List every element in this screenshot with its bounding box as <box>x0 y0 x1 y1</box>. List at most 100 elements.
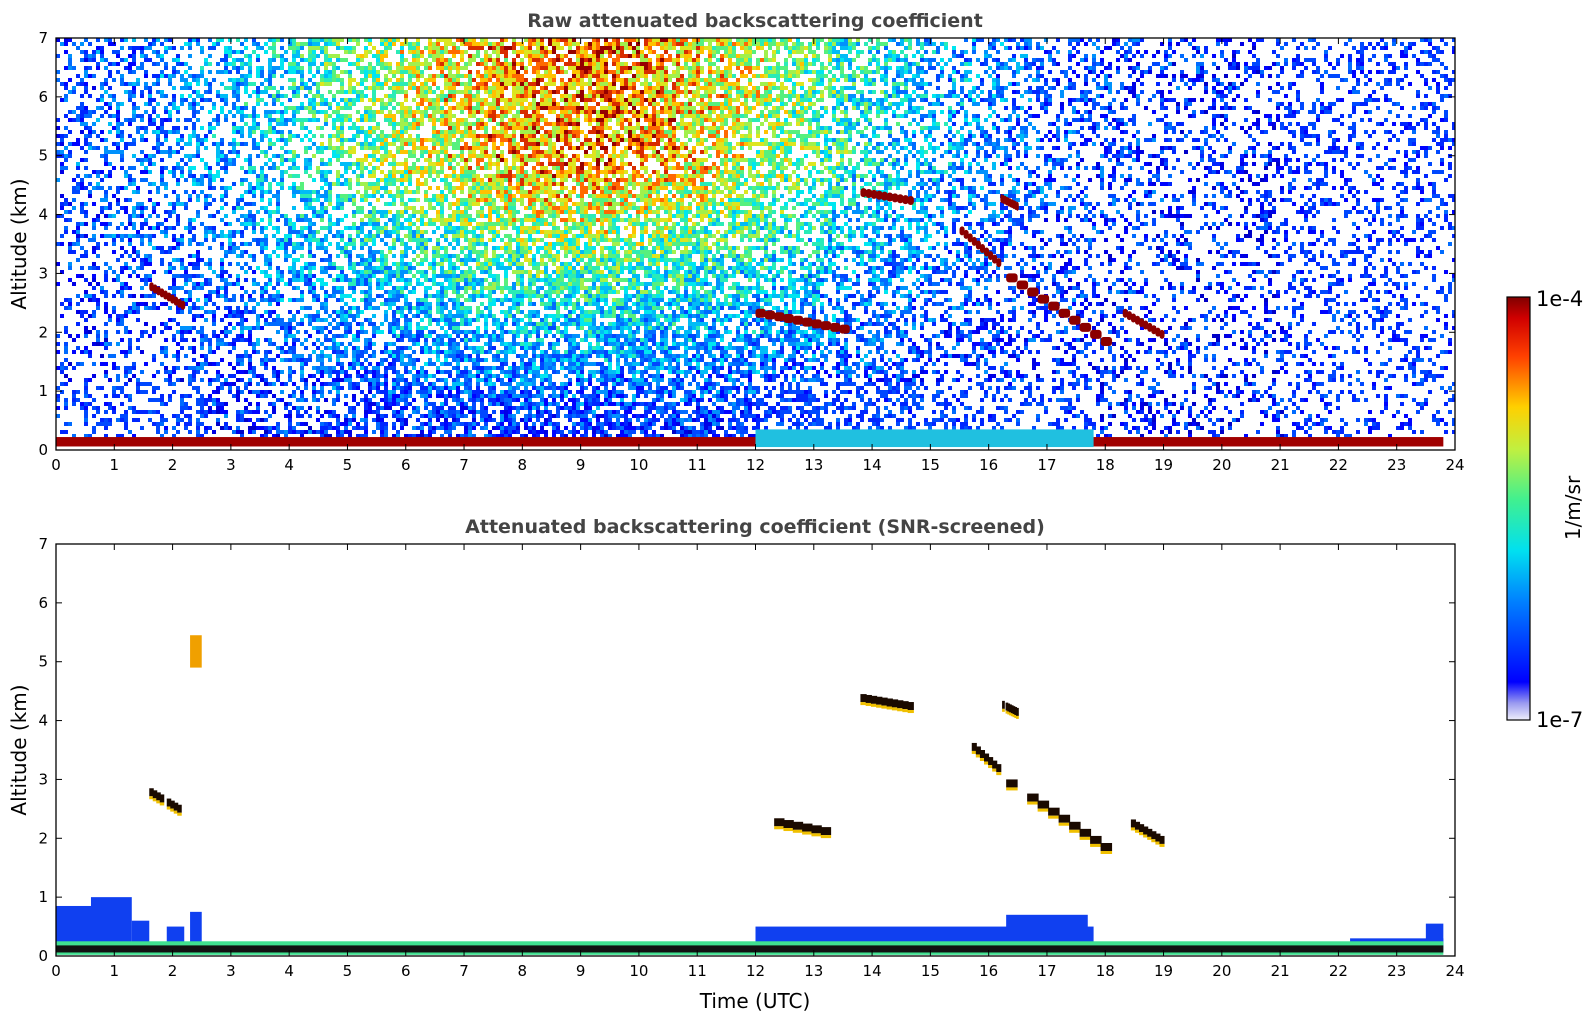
cloud-edge <box>156 800 161 804</box>
x-tick-label: 14 <box>863 456 882 474</box>
cloud-edge <box>1130 827 1136 831</box>
cloud-edge <box>1159 843 1165 847</box>
cloud-layer <box>1100 336 1113 346</box>
cloud-layer <box>177 298 182 308</box>
cloud-layer <box>1058 814 1071 823</box>
cloud-layer <box>170 294 175 304</box>
cloud-edge <box>149 796 154 800</box>
cloud-layer <box>1007 703 1011 712</box>
cloud-edge <box>1139 832 1145 836</box>
cloud-layer <box>870 189 878 199</box>
cloud-edge <box>159 802 165 806</box>
cloud-layer <box>959 226 965 236</box>
cloud-edge <box>792 829 804 833</box>
cloud-layer <box>1016 201 1019 211</box>
x-tick-label: 13 <box>804 962 823 980</box>
cloud-edge <box>1090 843 1102 847</box>
cloud-edge <box>1002 708 1005 712</box>
cloud-layer <box>1069 315 1081 325</box>
cloud-edge <box>988 765 994 769</box>
cloud-layer <box>1126 311 1132 321</box>
cloud-layer <box>996 258 1002 268</box>
x-tick-label: 19 <box>1154 456 1173 474</box>
cloud-edge <box>881 705 888 709</box>
cloud-edge <box>783 828 794 832</box>
x-tick-label: 5 <box>343 962 353 980</box>
cloud-layer <box>963 229 969 239</box>
cloud-edge <box>1010 713 1014 717</box>
cloud-edge <box>1014 715 1018 719</box>
y-tick-label: 7 <box>38 29 48 47</box>
cloud-layer <box>1069 821 1081 830</box>
cloud-layer <box>774 312 785 322</box>
cloud-edge <box>1005 710 1009 714</box>
cloud-layer <box>860 188 867 198</box>
cloud-edge <box>860 702 867 706</box>
x-tick-label: 23 <box>1387 962 1406 980</box>
cloud-layer <box>907 702 914 711</box>
cloud-layer <box>1147 828 1153 837</box>
cloud-edge <box>811 833 822 837</box>
cloud-layer <box>1151 831 1157 840</box>
cloud-layer <box>967 233 973 243</box>
x-tick-label: 11 <box>688 456 707 474</box>
noise-cells <box>488 38 676 178</box>
cloud-edge <box>1147 836 1153 840</box>
cloud-layer <box>755 308 766 318</box>
cloud-layer <box>149 788 154 797</box>
cloud-edge <box>1027 801 1039 805</box>
x-tick-label: 16 <box>979 456 998 474</box>
cloud-layer <box>876 190 883 200</box>
panel2-title: Attenuated backscattering coefficient (S… <box>465 516 1045 538</box>
cloud-layer <box>783 820 794 829</box>
cloud-layer <box>1009 704 1012 713</box>
cloud-layer <box>820 321 832 331</box>
cloud-edge <box>1016 715 1019 719</box>
x-tick-label: 21 <box>1271 962 1290 980</box>
cloud-edge <box>975 754 981 758</box>
panel2-x-axis: 0 1 2 3 4 5 6 7 8 9 10 11 12 13 14 15 16 17 18 19 20 21 22 23 24 <box>51 544 1465 980</box>
cloud-layer <box>886 698 893 707</box>
cloud-edge <box>897 708 904 712</box>
cloud-layer <box>166 292 172 302</box>
cirrus-patch <box>190 635 202 668</box>
cloud-layer <box>1027 287 1039 297</box>
cloud-layer <box>876 696 883 705</box>
cloud-edge <box>820 835 832 839</box>
cloud-layer <box>891 193 899 203</box>
x-tick-label: 18 <box>1096 456 1115 474</box>
x-tick-label: 11 <box>688 962 707 980</box>
x-tick-label: 24 <box>1445 962 1464 980</box>
cloud-layer <box>1037 294 1050 304</box>
cloud-layer <box>1143 826 1149 835</box>
noise-cells <box>320 38 848 278</box>
x-tick-label: 20 <box>1212 962 1231 980</box>
x-tick-label: 23 <box>1387 456 1406 474</box>
colorbar-gradient <box>1506 296 1531 721</box>
cloud-layer <box>1159 329 1165 339</box>
cloud-edge <box>1006 787 1018 791</box>
cloud-layer <box>881 697 888 706</box>
cloud-layer <box>1159 835 1165 844</box>
x-tick-label: 2 <box>168 962 178 980</box>
panel2-y-axis: 0 1 2 3 4 5 6 7 <box>38 535 1455 965</box>
x-tick-label: 10 <box>629 962 648 980</box>
cloud-layer <box>975 746 981 755</box>
cloud-edge <box>166 806 172 810</box>
cloud-layer <box>992 760 998 769</box>
cloud-edge <box>152 798 158 802</box>
x-tick-label: 5 <box>343 456 353 474</box>
x-tick-label: 17 <box>1037 456 1056 474</box>
panel2-xlabel: Time (UTC) <box>699 989 811 1013</box>
cloud-layer <box>1139 824 1145 833</box>
y-tick-label: 4 <box>38 712 48 730</box>
cloud-layer <box>1147 322 1153 332</box>
cloud-layer <box>1079 828 1092 837</box>
cloud-layer <box>173 296 179 306</box>
cloud-layer <box>1100 842 1113 851</box>
cloud-layer <box>979 750 986 758</box>
panel1-ylabel: Altitude (km) <box>7 178 31 309</box>
cloud-edge <box>992 768 998 772</box>
cloud-layer <box>783 314 794 324</box>
cloud-layer <box>1122 308 1128 318</box>
